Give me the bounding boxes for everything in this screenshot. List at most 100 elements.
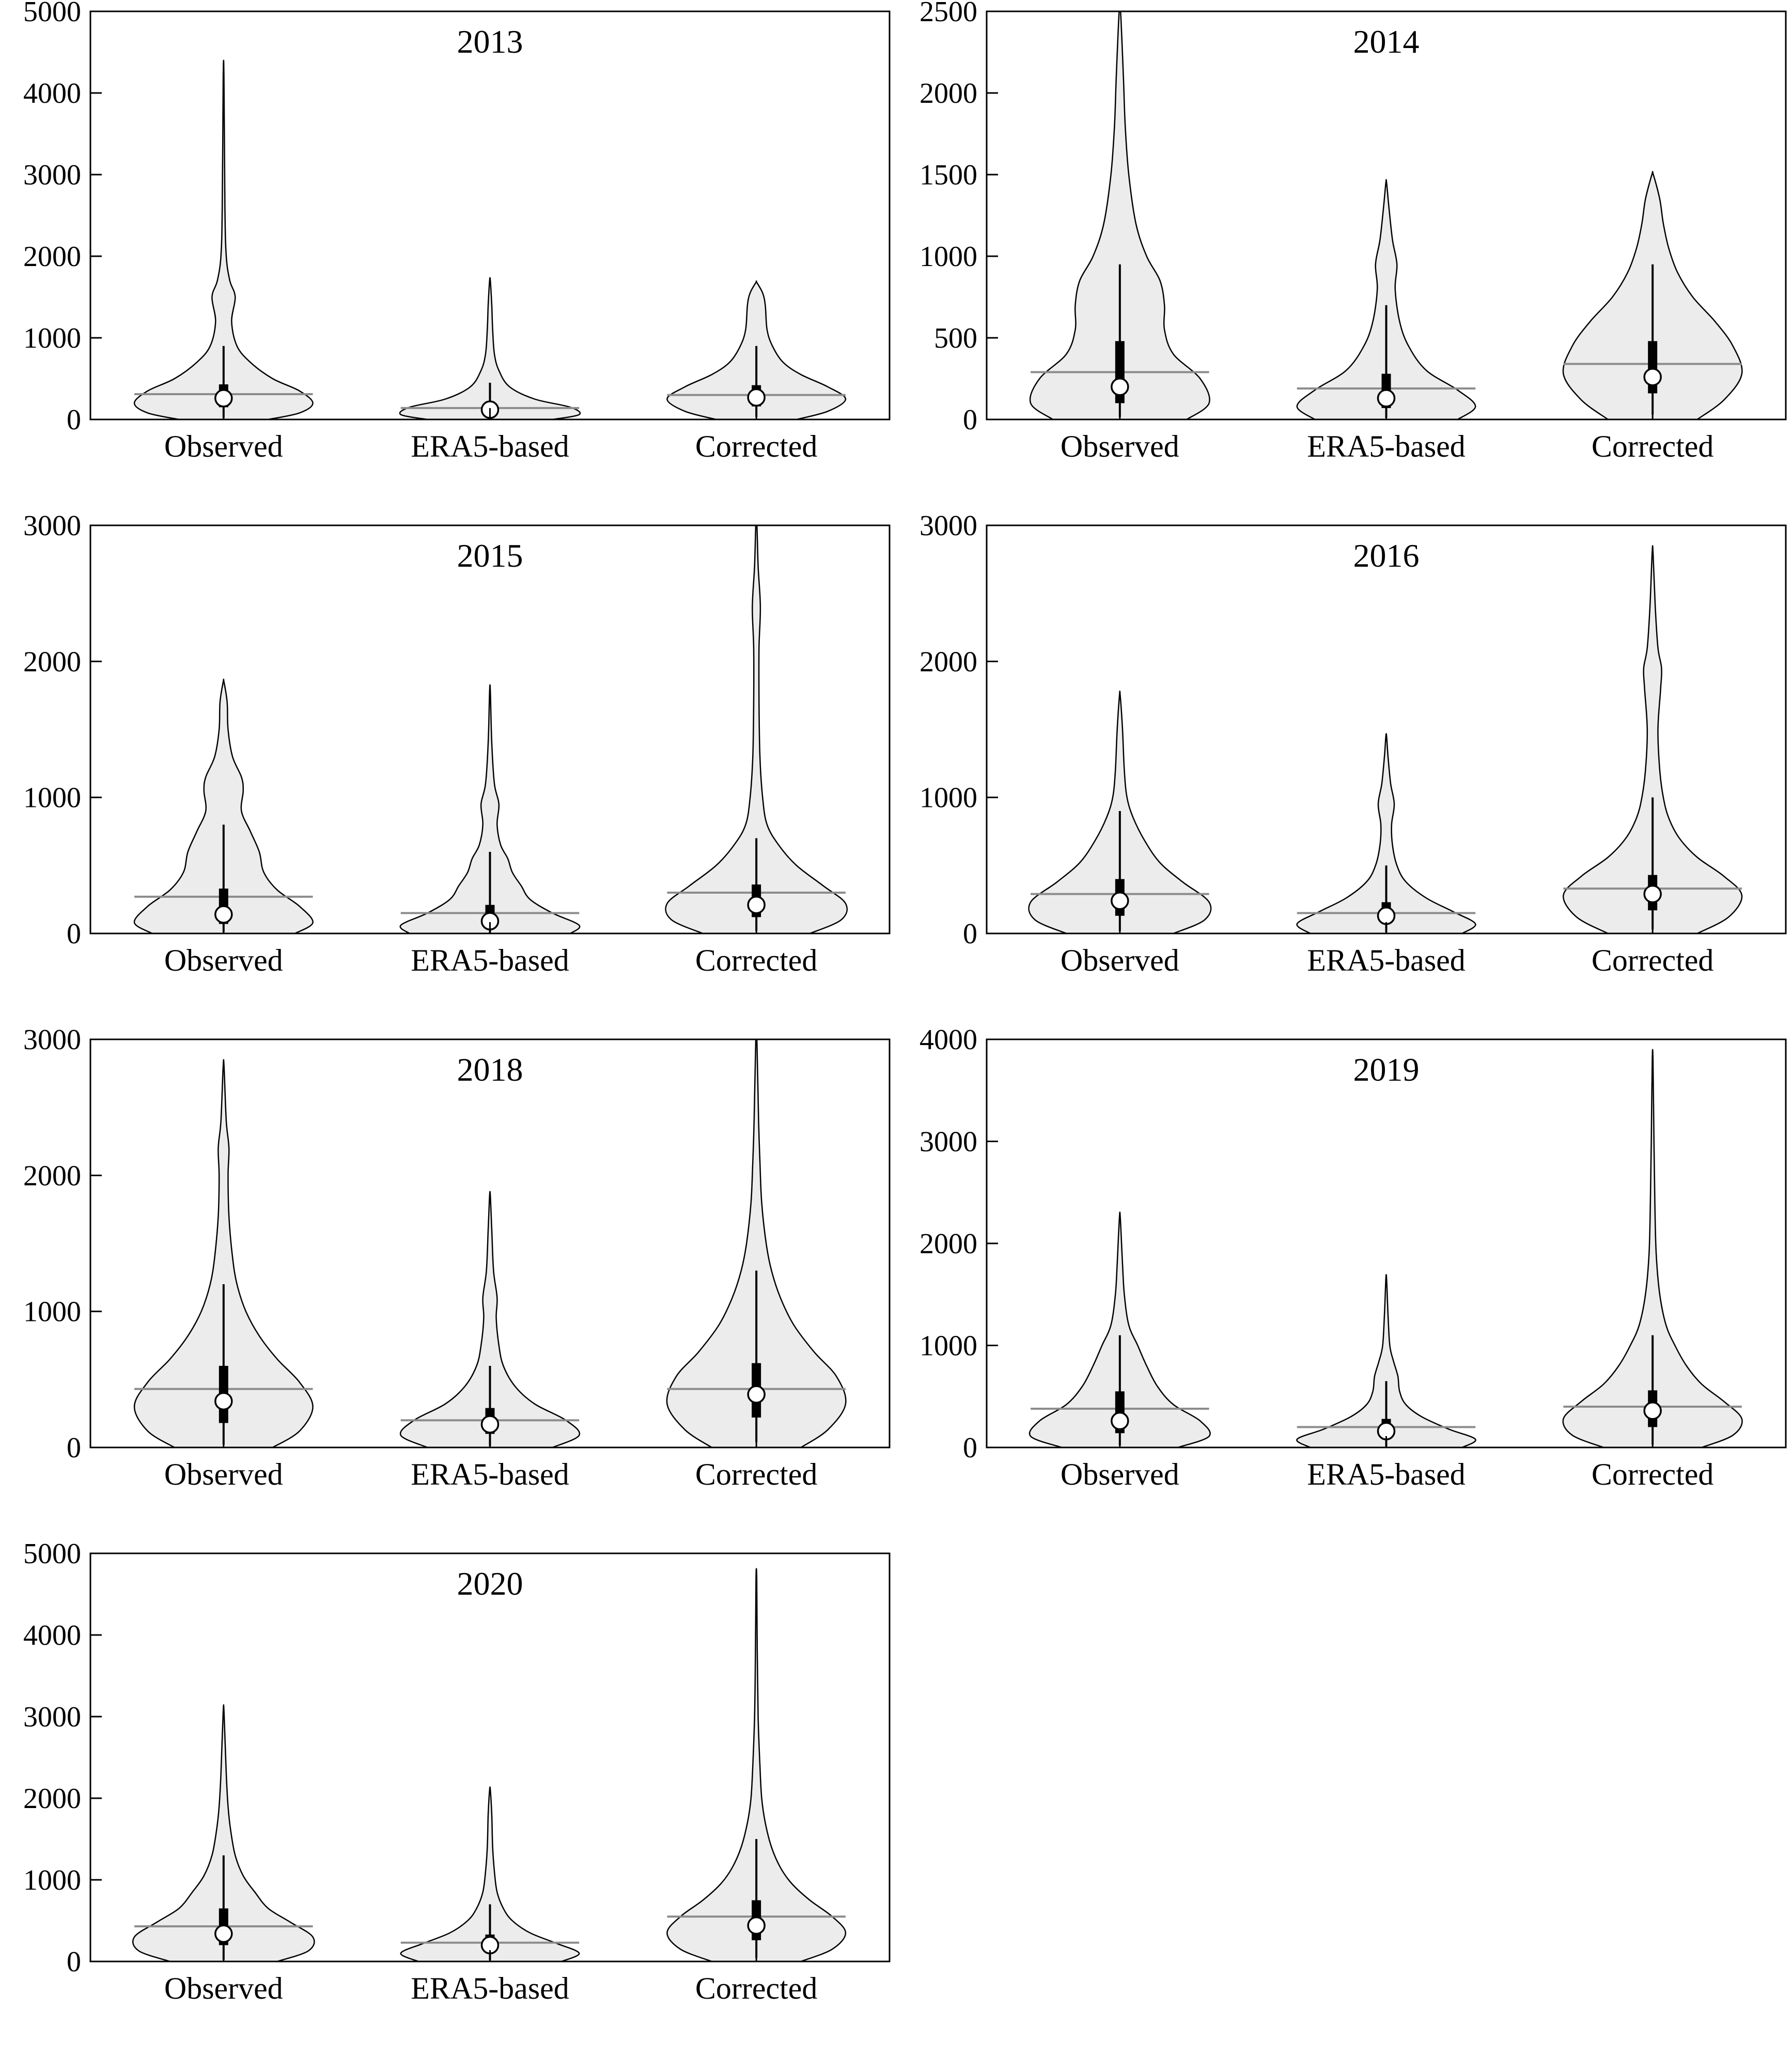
y-tick-label: 0 xyxy=(67,1946,81,1978)
violin-2014-era5-based xyxy=(1296,179,1476,419)
category-label: ERA5-based xyxy=(411,1971,569,2005)
violin-2016-era5-based xyxy=(1296,733,1476,933)
y-tick-label: 0 xyxy=(67,918,81,950)
violin-2020-observed xyxy=(132,1704,315,1961)
y-tick-label: 3000 xyxy=(23,159,81,191)
y-tick-label: 2000 xyxy=(23,646,81,678)
median-dot xyxy=(1643,884,1662,904)
category-label: Observed xyxy=(164,1457,283,1491)
y-tick-label: 4000 xyxy=(23,1619,81,1652)
empty-cell xyxy=(896,1542,1792,2056)
y-tick-label: 0 xyxy=(963,918,977,950)
violin-2016-corrected xyxy=(1562,545,1742,933)
panel-title: 2015 xyxy=(457,537,523,574)
panel-cell-2020: 0 1000 2000 3000 4000 5000 Observed ERA5-based C… xyxy=(0,1542,896,2056)
y-tick-label: 5000 xyxy=(23,0,81,28)
median-dot xyxy=(1377,907,1395,925)
violin-2019-era5-based xyxy=(1296,1274,1476,1447)
y-tick-label: 1000 xyxy=(23,782,81,814)
median-dot xyxy=(747,895,766,914)
category-label: ERA5-based xyxy=(411,943,569,977)
category-label: Observed xyxy=(1060,943,1179,977)
violin-panel-2020: 0 1000 2000 3000 4000 5000 Observed ERA5-based C… xyxy=(23,1542,891,2005)
axis-box xyxy=(986,10,1786,420)
axis-box xyxy=(89,524,891,934)
y-tick-label: 1000 xyxy=(23,1296,81,1328)
y-tick-label: 1000 xyxy=(920,782,977,814)
y-tick-label: 3000 xyxy=(920,514,977,542)
violin-2013-observed xyxy=(133,59,314,419)
violin-panel-2016: 0 1000 2000 3000 Observed ERA5-based Corrected… xyxy=(920,514,1786,977)
category-label: Observed xyxy=(164,429,283,463)
y-tick-label: 4000 xyxy=(23,77,81,110)
y-tick-label: 2000 xyxy=(920,1228,977,1260)
violin-2018-corrected xyxy=(666,1039,847,1447)
panel-title: 2014 xyxy=(1353,23,1419,60)
median-dot xyxy=(480,1415,500,1434)
category-label: Corrected xyxy=(1591,943,1713,977)
category-label: Corrected xyxy=(695,1971,818,2005)
category-label: Observed xyxy=(164,943,283,977)
y-tick-label: 0 xyxy=(963,1432,977,1464)
y-tick-label: 3000 xyxy=(23,1028,81,1056)
panel-cell-2015: 0 1000 2000 3000 Observed ERA5-based Corrected… xyxy=(0,514,896,1028)
category-label: Corrected xyxy=(695,1457,818,1491)
category-label: Observed xyxy=(1060,1457,1179,1491)
category-label: ERA5-based xyxy=(1307,429,1466,463)
y-tick-label: 2000 xyxy=(23,1160,81,1192)
category-label: Observed xyxy=(1060,429,1179,463)
violin-2019-observed xyxy=(1029,1211,1211,1447)
violin-2014-observed xyxy=(1029,11,1210,419)
panel-title: 2016 xyxy=(1353,537,1419,574)
median-dot xyxy=(214,1924,233,1943)
panel-cell-2018: 0 1000 2000 3000 Observed ERA5-based Corrected… xyxy=(0,1028,896,1542)
category-label: Corrected xyxy=(1591,1457,1713,1491)
y-tick-label: 4000 xyxy=(920,1028,977,1056)
violin-2019-corrected xyxy=(1562,1049,1743,1447)
violin-2015-observed xyxy=(133,678,314,933)
median-dot xyxy=(747,1916,766,1935)
median-dot xyxy=(747,388,766,407)
panel-title: 2019 xyxy=(1353,1051,1419,1088)
y-tick-label: 0 xyxy=(67,1432,81,1464)
category-label: ERA5-based xyxy=(1307,1457,1466,1491)
axis-box xyxy=(89,1552,891,1962)
violin-2018-era5-based xyxy=(399,1191,581,1447)
panel-title: 2018 xyxy=(457,1051,523,1088)
axis-box xyxy=(89,10,891,420)
y-tick-label: 2500 xyxy=(920,0,977,28)
median-dot xyxy=(747,1385,766,1404)
violin-2015-era5-based xyxy=(399,684,581,933)
y-tick-label: 2000 xyxy=(23,1783,81,1815)
y-tick-label: 3000 xyxy=(23,1701,81,1733)
category-label: ERA5-based xyxy=(411,429,569,463)
category-label: ERA5-based xyxy=(411,1457,569,1491)
violin-2020-corrected xyxy=(666,1568,847,1961)
violin-2013-era5-based xyxy=(399,277,581,419)
median-dot xyxy=(214,389,233,408)
violin-panel-2014: 0 500 1000 1500 2000 2500 Observed ERA5-based Co… xyxy=(920,0,1786,463)
y-tick-label: 5000 xyxy=(23,1542,81,1570)
category-label: Corrected xyxy=(1591,429,1713,463)
y-tick-label: 2000 xyxy=(920,646,977,678)
y-tick-label: 3000 xyxy=(23,514,81,542)
y-tick-label: 1000 xyxy=(23,1864,81,1896)
category-label: Corrected xyxy=(695,429,818,463)
median-dot xyxy=(1110,892,1129,910)
violin-panel-2015: 0 1000 2000 3000 Observed ERA5-based Corrected… xyxy=(23,514,891,977)
y-tick-label: 500 xyxy=(934,322,977,354)
y-tick-label: 0 xyxy=(67,404,81,436)
violin-2018-observed xyxy=(133,1059,314,1447)
category-label: ERA5-based xyxy=(1307,943,1466,977)
y-tick-label: 1000 xyxy=(920,1330,977,1362)
violin-2015-corrected xyxy=(665,525,848,933)
y-tick-label: 2000 xyxy=(920,77,977,110)
y-tick-label: 1000 xyxy=(920,241,977,273)
y-tick-label: 1500 xyxy=(920,159,977,191)
median-dot xyxy=(214,905,233,924)
violin-panel-2019: 0 1000 2000 3000 4000 Observed ERA5-based Corre… xyxy=(920,1028,1786,1491)
median-dot xyxy=(214,1392,233,1411)
y-tick-label: 1000 xyxy=(23,322,81,354)
panel-title: 2020 xyxy=(457,1565,523,1602)
y-tick-label: 3000 xyxy=(920,1126,977,1158)
